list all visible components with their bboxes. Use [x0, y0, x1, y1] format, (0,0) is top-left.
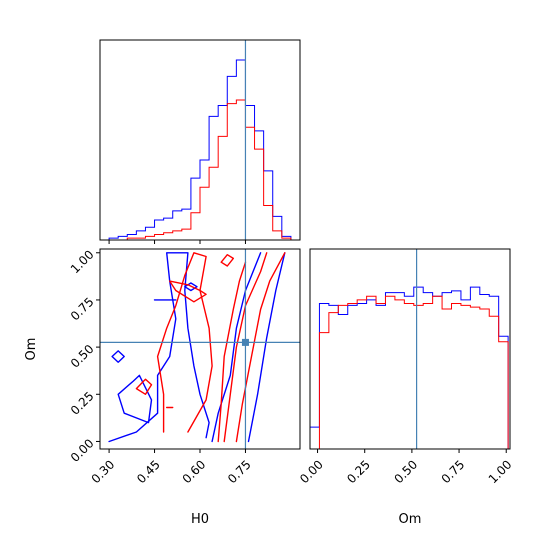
- x-tick-label: 0.50: [391, 457, 420, 486]
- contour-series-0-line-6: [184, 282, 198, 292]
- contour-series-0-line-1: [211, 252, 262, 443]
- x-tick-label: 0.45: [134, 457, 163, 486]
- histogram-h0-x-ticks: [108, 240, 246, 244]
- x-tick-label: 1.00: [486, 457, 515, 486]
- x-tick-label: 0.30: [89, 457, 118, 486]
- contour-series-0-line-5: [111, 350, 125, 363]
- contour-series-0-line-0: [247, 252, 286, 443]
- histogram-om-x-ticks: 0.00 0.25 0.50 0.75 1.00: [297, 449, 515, 486]
- histogram-series-0: [108, 59, 292, 240]
- x-tick-label: 0.75: [225, 457, 254, 486]
- contour-ticks: 0.30 0.45 0.60 0.75 0.00 0.25 0.50 0.75 1.00: [68, 247, 254, 486]
- x-tick-label: 0.75: [439, 457, 468, 486]
- y-tick-label: 1.00: [68, 247, 97, 276]
- truth-marker: [241, 338, 249, 346]
- contour-frame: [99, 248, 301, 450]
- histogram-panel-om: 0.00 0.25 0.50 0.75 1.00 Om: [297, 248, 515, 527]
- histogram-om-plot-area: [309, 249, 509, 450]
- contour-plot-area: [100, 249, 300, 449]
- histogram-panel-h0: [99, 39, 301, 244]
- x-axis-label-h0: H0: [191, 512, 209, 527]
- histogram-h0-frame: [99, 39, 301, 241]
- histogram-series-0: [309, 286, 509, 449]
- contour-series-1-line-4: [169, 280, 207, 303]
- histogram-series-1: [109, 99, 292, 241]
- contour-series-0-line-2: [108, 252, 210, 443]
- x-tick-label: 0.25: [344, 457, 373, 486]
- contour-panel-h0-om: 0.30 0.45 0.60 0.750.000.250.500.751.00 H0 …: [24, 247, 301, 527]
- contour-series-1-line-3: [156, 252, 213, 433]
- contour-series-1-line-1: [223, 252, 268, 443]
- contour-series-0-line-3: [117, 374, 153, 424]
- contour-series-1-line-2: [217, 261, 247, 443]
- histogram-h0-plot-area: [108, 40, 292, 241]
- x-axis-label-om: Om: [399, 512, 422, 527]
- y-axis-label-om: Om: [24, 338, 39, 361]
- y-tick-label: 0.00: [68, 436, 97, 465]
- x-tick-label: 0.00: [297, 457, 326, 486]
- y-tick-label: 0.50: [68, 342, 97, 371]
- histogram-series-1: [310, 295, 509, 450]
- histogram-om-frame: [309, 248, 511, 450]
- contour-series-1-line-0: [235, 252, 286, 443]
- contour-series-1-line-5: [135, 378, 153, 395]
- y-tick-label: 0.25: [68, 389, 97, 418]
- y-tick-label: 0.75: [68, 295, 97, 324]
- contour-series-1-line-7: [220, 254, 234, 267]
- x-tick-label: 0.60: [180, 457, 209, 486]
